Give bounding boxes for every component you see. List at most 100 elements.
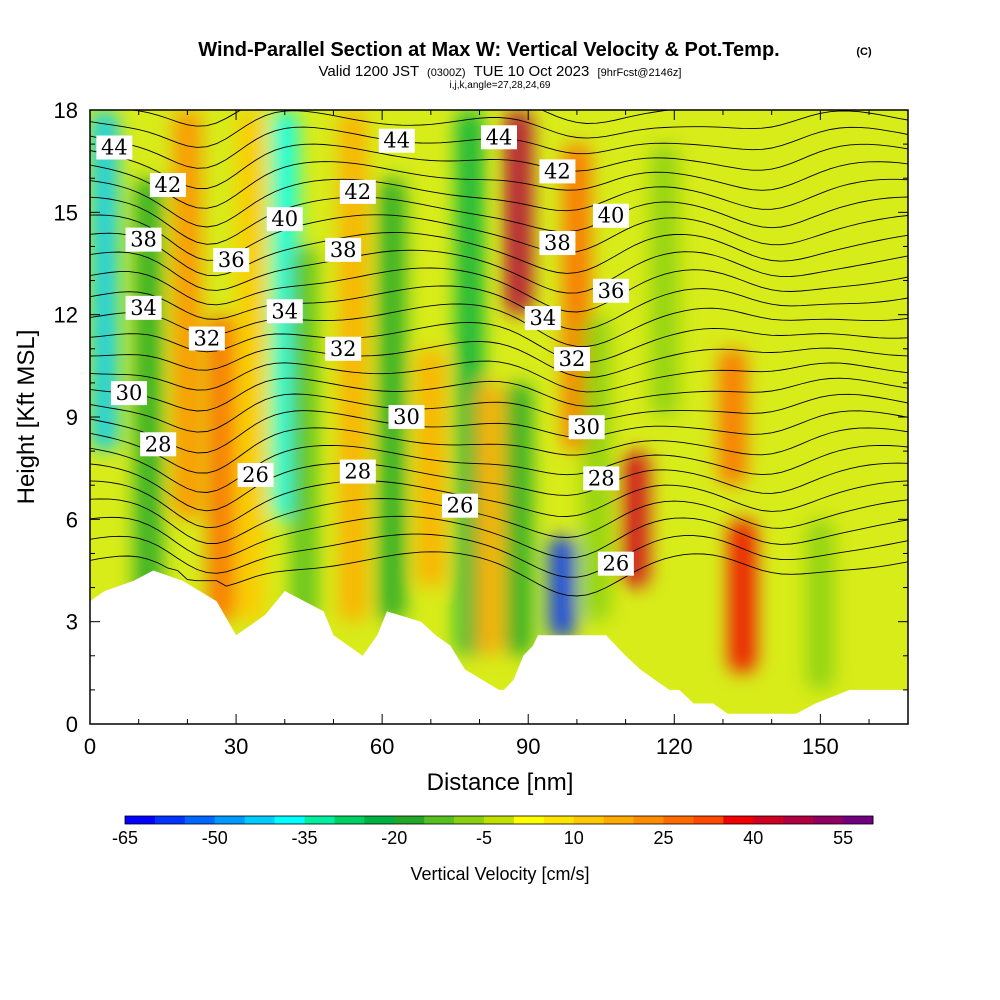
colorbar-swatch [663, 816, 694, 824]
subtitle-date: TUE 10 Oct 2023 [473, 63, 589, 80]
velocity-cell [650, 144, 679, 417]
colorbar-label: Vertical Velocity [cm/s] [410, 864, 589, 884]
velocity-cell [475, 382, 504, 656]
contour-label: 28 [583, 466, 620, 491]
contour-label-box [442, 493, 479, 518]
colorbar-swatch [633, 816, 665, 824]
contour-label-text: 44 [101, 136, 128, 160]
y-tick-label: 12 [54, 303, 78, 328]
y-tick-label: 15 [54, 200, 78, 225]
isentrope-line [90, 480, 908, 529]
colorbar-swatch [454, 816, 485, 824]
x-tick-label: 150 [802, 734, 839, 759]
contour-label-box [325, 237, 362, 262]
velocity-cell [377, 178, 406, 622]
contour-label: 32 [188, 326, 225, 351]
contour-label-box [592, 278, 629, 303]
isentrope-line [90, 285, 908, 331]
contour-label-text: 26 [447, 494, 474, 518]
contour-label: 38 [539, 231, 576, 256]
contour-label-box [554, 347, 591, 372]
chart-subtitle: Valid 1200 JST (0300Z) TUE 10 Oct 2023 [… [319, 63, 682, 80]
isentrope-line [90, 267, 908, 313]
plot-area: 4442383634323028403426444238323028442642… [90, 110, 908, 724]
colorbar-swatch [723, 816, 754, 824]
contour-label: 32 [554, 347, 591, 372]
subtitle-fcst: [9hrFcst@2146z] [598, 67, 682, 79]
contour-label: 26 [597, 551, 634, 576]
y-tick-label: 6 [66, 507, 78, 532]
contour-label-text: 26 [242, 463, 269, 487]
contour-label-text: 40 [271, 207, 298, 231]
contour-label-box [481, 125, 517, 150]
isentrope-line [90, 515, 908, 560]
contour-label: 30 [110, 381, 147, 406]
colorbar-swatch [274, 816, 306, 824]
x-axis: 0 30 60 90 120 150 [84, 110, 870, 759]
colorbar-swatch [394, 816, 425, 824]
contour-label: 44 [96, 135, 133, 160]
y-tick-label: 9 [66, 405, 78, 430]
contour-label: 44 [481, 125, 517, 149]
isentrope-line [90, 377, 908, 412]
colorbar-swatch [364, 816, 395, 824]
velocity-cell [728, 519, 757, 673]
y-tick-label: 3 [66, 610, 78, 635]
x-tick-label: 90 [516, 734, 540, 759]
contour-label-box [524, 306, 561, 331]
subtitle-utc: (0300Z) [427, 67, 466, 79]
contour-label-text: 38 [330, 238, 357, 262]
contour-label-box [378, 128, 415, 153]
colorbar-swatch [184, 816, 216, 824]
contour-label-box [388, 405, 425, 429]
contour-label-text: 30 [573, 415, 600, 439]
contour-label: 28 [339, 459, 376, 484]
colorbar-tick-label: 25 [654, 828, 674, 848]
contour-label: 44 [378, 128, 415, 153]
colorbar-swatch [603, 816, 635, 824]
contour-label: 34 [125, 295, 162, 320]
contour-label-text: 42 [544, 159, 571, 183]
contour-label-box [339, 459, 376, 484]
colorbar-tick-label: 10 [564, 828, 584, 848]
isentrope-line [90, 427, 908, 474]
isentrope-line [128, 110, 674, 127]
contour-label-box [539, 159, 576, 184]
contour-label: 34 [266, 299, 303, 324]
contour-label-text: 44 [383, 129, 410, 153]
subtitle-valid: Valid 1200 JST [319, 63, 419, 80]
contour-label-box [125, 227, 162, 252]
isentrope-line [90, 321, 908, 363]
contour-label-text: 42 [155, 173, 182, 197]
contour-label: 26 [442, 493, 479, 518]
isentrope-line [90, 444, 908, 493]
contour-label-text: 32 [330, 337, 357, 361]
contour-label: 40 [266, 207, 303, 232]
x-tick-label: 30 [224, 734, 248, 759]
isentrope-line [90, 161, 908, 209]
velocity-cell [806, 519, 835, 690]
contour-label-box [96, 135, 133, 160]
colorbar-swatch [334, 816, 365, 824]
terrain-mask [90, 570, 908, 724]
velocity-cell [134, 178, 163, 605]
contour-label-text: 34 [271, 299, 298, 323]
colorbar-tick-label: -65 [112, 828, 138, 848]
y-axis-label: Height [Kft MSL] [13, 330, 40, 505]
colorbar-swatch [513, 816, 545, 824]
velocity-cell [173, 110, 202, 520]
colorbar-tick-label: -5 [476, 828, 492, 848]
colorbar-swatch [125, 816, 156, 824]
colorbar-swatch [783, 816, 814, 824]
colorbar-tick-label: 40 [743, 828, 763, 848]
colorbar-frame [124, 815, 874, 825]
contour-label: 42 [339, 179, 376, 204]
colorbar-tick-label: 55 [833, 828, 853, 848]
isentrope-line [90, 249, 908, 294]
contour-label-box [325, 336, 362, 361]
colorbar-swatch [214, 816, 246, 824]
contour-label-box [237, 462, 274, 487]
isentrope-line [90, 110, 908, 148]
